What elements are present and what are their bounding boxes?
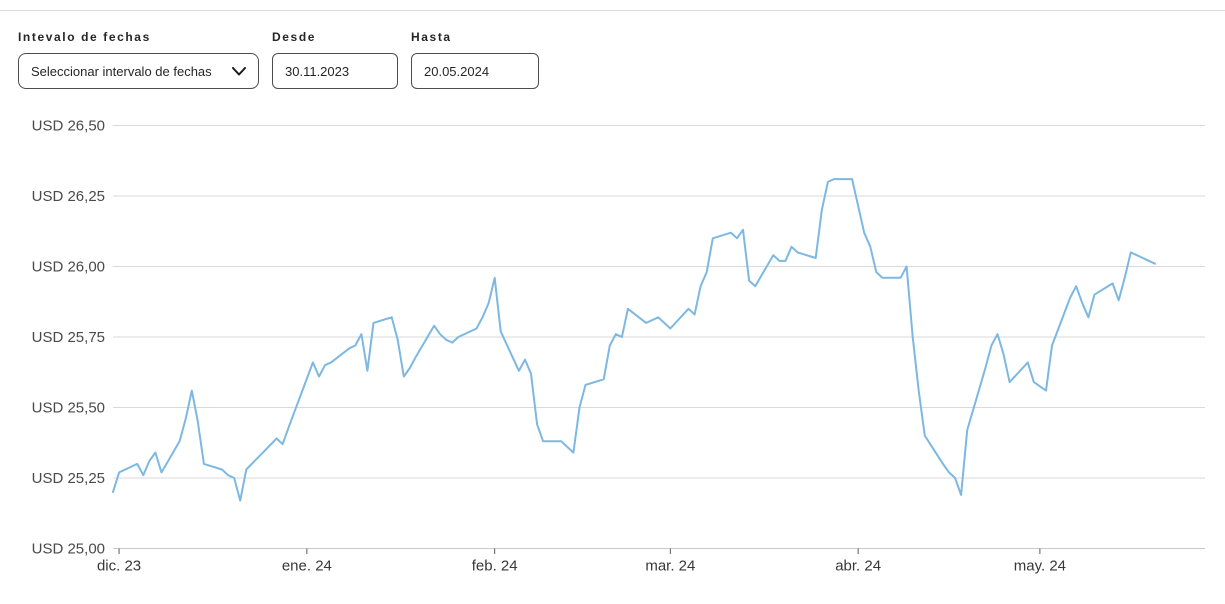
y-axis-label: USD 26,00 bbox=[32, 259, 105, 276]
date-range-select[interactable]: Seleccionar intervalo de fechas bbox=[18, 53, 259, 89]
date-range-label: Intevalo de fechas bbox=[18, 30, 151, 44]
date-range-group: Intevalo de fechas Seleccionar intervalo… bbox=[18, 30, 259, 89]
y-axis-label: USD 25,25 bbox=[32, 470, 105, 487]
y-axis-label: USD 26,50 bbox=[32, 118, 105, 135]
top-divider bbox=[0, 10, 1225, 11]
date-range-select-value: Seleccionar intervalo de fechas bbox=[31, 63, 212, 79]
hasta-input[interactable] bbox=[411, 53, 539, 89]
hasta-label: Hasta bbox=[411, 30, 452, 44]
x-axis-label: ene. 24 bbox=[282, 558, 332, 575]
y-axis-label: USD 25,00 bbox=[32, 541, 105, 558]
y-axis-label: USD 26,25 bbox=[32, 188, 105, 205]
desde-label: Desde bbox=[272, 30, 317, 44]
x-axis-label: dic. 23 bbox=[97, 558, 141, 575]
x-axis-label: feb. 24 bbox=[472, 558, 518, 575]
desde-group: Desde bbox=[272, 30, 398, 89]
price-line bbox=[112, 178, 1156, 502]
y-axis-label: USD 25,50 bbox=[32, 400, 105, 417]
x-axis-label: abr. 24 bbox=[835, 558, 881, 575]
chevron-down-icon bbox=[232, 66, 246, 75]
x-axis-label: mar. 24 bbox=[645, 558, 695, 575]
hasta-group: Hasta bbox=[411, 30, 539, 89]
x-axis-label: may. 24 bbox=[1014, 558, 1066, 575]
y-axis-label: USD 25,75 bbox=[32, 329, 105, 346]
desde-input[interactable] bbox=[272, 53, 398, 89]
